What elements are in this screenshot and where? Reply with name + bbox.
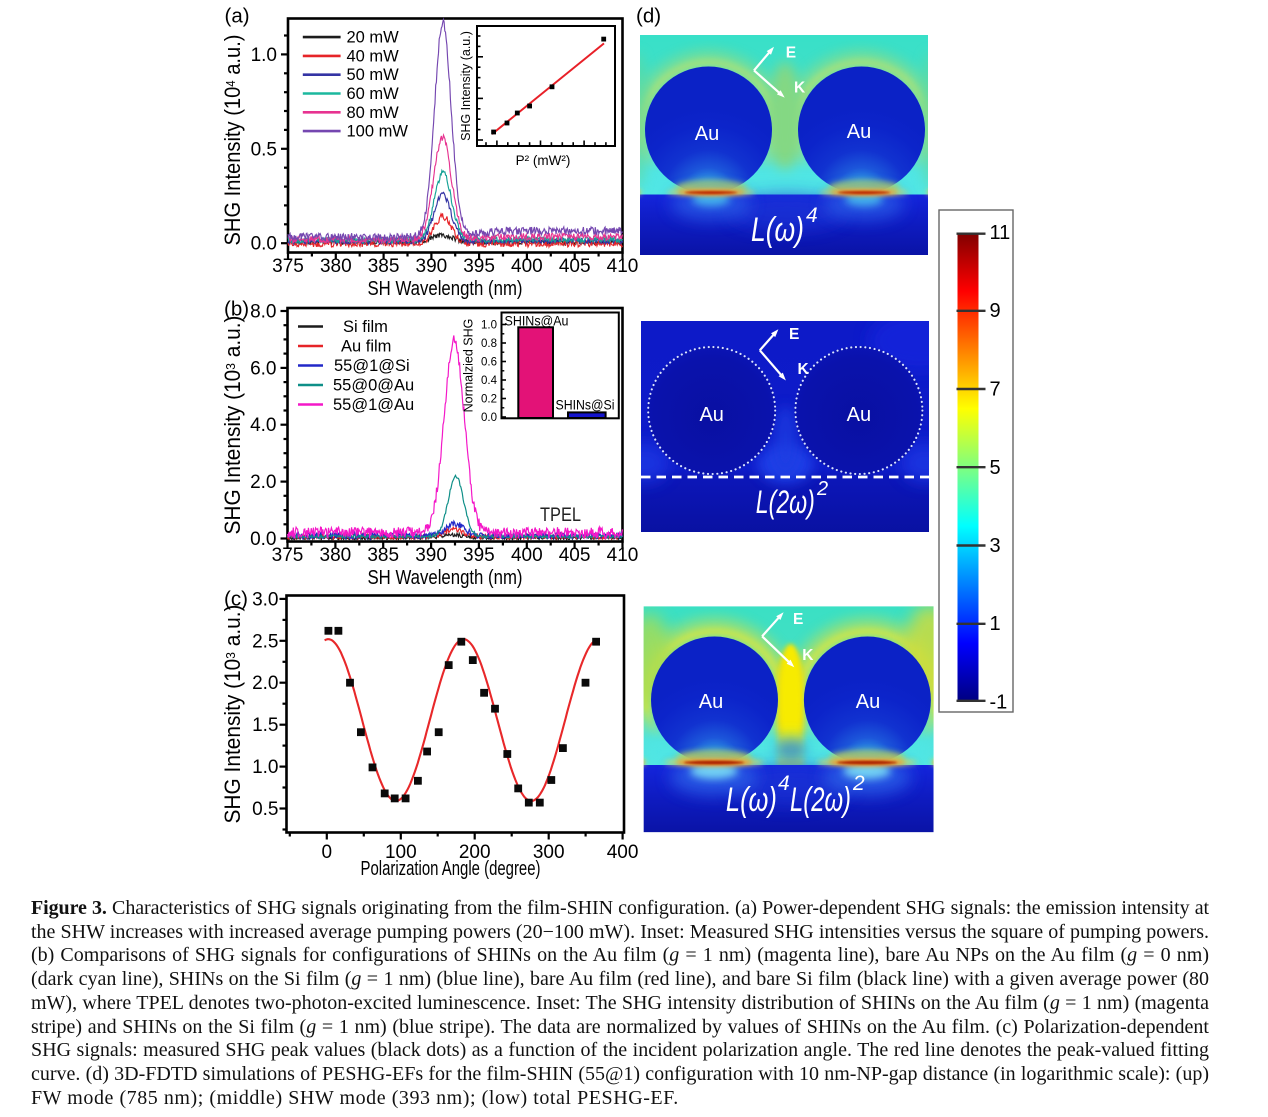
svg-text:0.6: 0.6 (481, 357, 497, 369)
svg-text:K: K (794, 80, 806, 97)
svg-text:55@1@Au: 55@1@Au (333, 396, 414, 414)
svg-text:375: 375 (272, 545, 304, 566)
svg-text:375: 375 (272, 256, 304, 277)
svg-text:2.5: 2.5 (252, 631, 278, 652)
svg-text:385: 385 (367, 545, 399, 566)
svg-text:(c): (c) (224, 588, 248, 611)
svg-text:SH Wavelength (nm): SH Wavelength (nm) (368, 567, 523, 589)
svg-text:SHG Intensity (103 a.u.): SHG Intensity (103 a.u.) (220, 605, 245, 824)
svg-text:0.0: 0.0 (481, 412, 497, 424)
svg-text:0.5: 0.5 (252, 799, 278, 820)
svg-text:4: 4 (806, 204, 818, 227)
svg-text:9: 9 (990, 300, 1001, 322)
svg-text:Au: Au (847, 121, 871, 143)
svg-text:2: 2 (816, 478, 828, 500)
svg-text:4.0: 4.0 (250, 415, 276, 436)
svg-text:395: 395 (463, 545, 495, 566)
svg-text:Au: Au (695, 123, 719, 145)
svg-text:395: 395 (463, 256, 495, 277)
svg-text:E: E (789, 326, 799, 343)
svg-text:4: 4 (778, 772, 790, 795)
svg-text:55@1@Si: 55@1@Si (334, 357, 410, 375)
svg-text:400: 400 (511, 256, 543, 277)
svg-text:3.0: 3.0 (252, 589, 278, 610)
svg-text:390: 390 (415, 545, 447, 566)
svg-text:SHINs@Au: SHINs@Au (505, 313, 569, 329)
svg-text:2: 2 (852, 772, 865, 795)
svg-text:385: 385 (368, 256, 400, 277)
svg-text:P² (mW²): P² (mW²) (516, 153, 571, 168)
svg-text:0: 0 (322, 842, 333, 863)
svg-text:SHINs@Si: SHINs@Si (556, 397, 615, 413)
svg-text:300: 300 (533, 842, 565, 863)
svg-text:(b): (b) (224, 298, 249, 321)
svg-text:390: 390 (416, 256, 448, 277)
svg-text:SHG Intensity (a.u.): SHG Intensity (a.u.) (459, 31, 473, 141)
svg-text:1.0: 1.0 (251, 45, 277, 66)
svg-text:Normalzied SHG: Normalzied SHG (462, 319, 476, 413)
svg-text:L(2ω): L(2ω) (790, 781, 851, 819)
svg-text:0.2: 0.2 (481, 394, 497, 406)
svg-text:SHG Intensity (103 a.u.): SHG Intensity (103 a.u.) (220, 316, 245, 535)
svg-text:100 mW: 100 mW (347, 123, 409, 141)
svg-text:-1: -1 (990, 692, 1008, 714)
svg-text:8.0: 8.0 (250, 302, 276, 323)
svg-text:5: 5 (990, 457, 1001, 479)
svg-text:L(ω): L(ω) (726, 781, 777, 819)
svg-text:410: 410 (607, 545, 639, 566)
svg-text:20 mW: 20 mW (347, 29, 400, 47)
svg-text:50 mW: 50 mW (347, 66, 400, 84)
svg-text:55@0@Au: 55@0@Au (333, 377, 414, 395)
svg-text:(d): (d) (636, 5, 661, 28)
svg-text:200: 200 (459, 842, 491, 863)
svg-text:0.8: 0.8 (481, 338, 497, 350)
svg-text:0.4: 0.4 (481, 375, 498, 387)
svg-text:Au: Au (856, 691, 880, 713)
svg-text:1.0: 1.0 (252, 757, 278, 778)
svg-text:60 mW: 60 mW (347, 85, 400, 103)
svg-text:0.0: 0.0 (251, 234, 277, 255)
svg-text:405: 405 (559, 545, 591, 566)
svg-text:80 mW: 80 mW (347, 104, 400, 122)
svg-text:0.0: 0.0 (250, 529, 276, 550)
svg-text:40 mW: 40 mW (347, 47, 400, 65)
svg-text:100: 100 (385, 842, 417, 863)
svg-text:11: 11 (990, 222, 1011, 244)
svg-text:400: 400 (511, 545, 543, 566)
svg-text:1.5: 1.5 (252, 715, 278, 736)
svg-text:Si film: Si film (343, 318, 388, 336)
svg-text:7: 7 (990, 379, 1001, 401)
svg-text:K: K (798, 361, 810, 378)
svg-text:2.0: 2.0 (252, 673, 278, 694)
svg-text:E: E (786, 45, 796, 62)
svg-text:SHG Intensity (104 a.u.): SHG Intensity (104 a.u.) (220, 35, 245, 246)
svg-text:380: 380 (320, 256, 352, 277)
svg-text:3: 3 (990, 535, 1001, 557)
svg-text:Au: Au (847, 404, 871, 426)
svg-text:TPEL: TPEL (540, 505, 581, 526)
svg-text:410: 410 (607, 256, 639, 277)
svg-text:L(2ω): L(2ω) (756, 484, 815, 520)
svg-text:2.0: 2.0 (250, 472, 276, 493)
svg-text:400: 400 (607, 842, 639, 863)
svg-text:405: 405 (559, 256, 591, 277)
svg-text:E: E (793, 611, 803, 628)
svg-text:Polarization Angle (degree): Polarization Angle (degree) (361, 858, 541, 880)
svg-text:0.5: 0.5 (251, 139, 277, 160)
svg-text:1: 1 (990, 613, 1001, 635)
svg-text:Au: Au (699, 691, 723, 713)
svg-text:1.0: 1.0 (481, 320, 497, 332)
svg-text:SH Wavelength (nm): SH Wavelength (nm) (368, 278, 523, 300)
svg-text:Au: Au (699, 404, 723, 426)
svg-text:L(ω): L(ω) (751, 211, 804, 249)
svg-text:380: 380 (320, 545, 352, 566)
svg-text:Au film: Au film (341, 338, 391, 356)
svg-text:K: K (802, 647, 814, 664)
svg-text:6.0: 6.0 (250, 358, 276, 379)
svg-text:(a): (a) (225, 5, 250, 28)
